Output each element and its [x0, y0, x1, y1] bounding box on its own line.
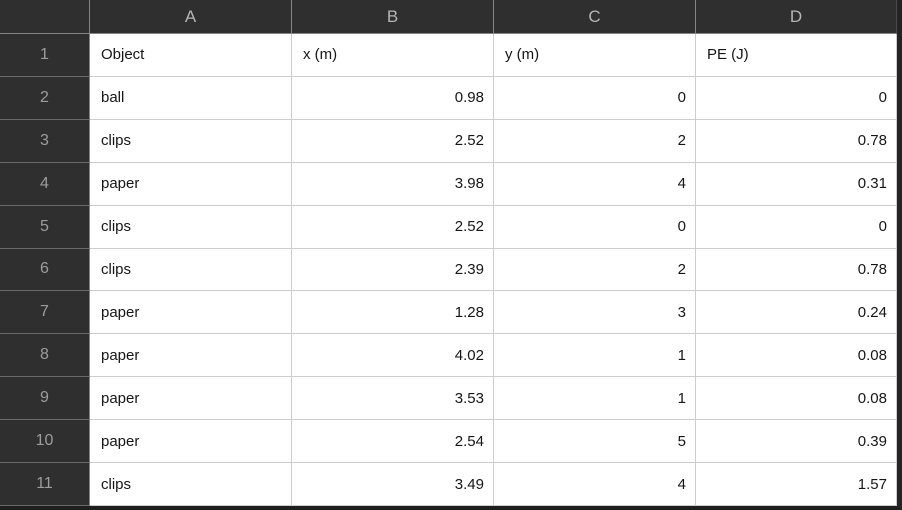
row-header-11[interactable]: 11: [0, 463, 90, 506]
column-header-A[interactable]: A: [90, 0, 292, 34]
cell-C5[interactable]: 0: [494, 205, 696, 249]
cell-B6[interactable]: 2.39: [292, 248, 494, 292]
cell-A4[interactable]: paper: [90, 162, 292, 206]
cell-A11[interactable]: clips: [90, 463, 292, 506]
cell-B11[interactable]: 3.49: [292, 463, 494, 506]
cell-D10[interactable]: 0.39: [696, 420, 897, 464]
column-header-C[interactable]: C: [494, 0, 696, 34]
row-header-9[interactable]: 9: [0, 377, 90, 421]
cell-B3[interactable]: 2.52: [292, 119, 494, 163]
row-header-3[interactable]: 3: [0, 119, 90, 163]
cell-B1[interactable]: x (m): [292, 34, 494, 77]
cell-A5[interactable]: clips: [90, 205, 292, 249]
cell-C1[interactable]: y (m): [494, 34, 696, 77]
cell-B4[interactable]: 3.98: [292, 162, 494, 206]
cell-C11[interactable]: 4: [494, 463, 696, 506]
cell-D2[interactable]: 0: [696, 76, 897, 120]
row-header-2[interactable]: 2: [0, 76, 90, 120]
cell-C7[interactable]: 3: [494, 291, 696, 335]
cell-D3[interactable]: 0.78: [696, 119, 897, 163]
cell-B8[interactable]: 4.02: [292, 334, 494, 378]
cell-D4[interactable]: 0.31: [696, 162, 897, 206]
cell-A2[interactable]: ball: [90, 76, 292, 120]
cell-C3[interactable]: 2: [494, 119, 696, 163]
cell-C6[interactable]: 2: [494, 248, 696, 292]
cell-D5[interactable]: 0: [696, 205, 897, 249]
cell-C2[interactable]: 0: [494, 76, 696, 120]
cell-B2[interactable]: 0.98: [292, 76, 494, 120]
cell-A9[interactable]: paper: [90, 377, 292, 421]
row-header-1[interactable]: 1: [0, 34, 90, 77]
cell-D8[interactable]: 0.08: [696, 334, 897, 378]
row-header-10[interactable]: 10: [0, 420, 90, 464]
cell-A6[interactable]: clips: [90, 248, 292, 292]
row-header-8[interactable]: 8: [0, 334, 90, 378]
column-header-D[interactable]: D: [696, 0, 897, 34]
cell-A7[interactable]: paper: [90, 291, 292, 335]
cell-D7[interactable]: 0.24: [696, 291, 897, 335]
cell-B10[interactable]: 2.54: [292, 420, 494, 464]
select-all-corner[interactable]: [0, 0, 90, 34]
row-header-4[interactable]: 4: [0, 162, 90, 206]
cell-A8[interactable]: paper: [90, 334, 292, 378]
cell-A3[interactable]: clips: [90, 119, 292, 163]
cell-C4[interactable]: 4: [494, 162, 696, 206]
cell-B9[interactable]: 3.53: [292, 377, 494, 421]
row-header-7[interactable]: 7: [0, 291, 90, 335]
row-header-6[interactable]: 6: [0, 248, 90, 292]
cell-D9[interactable]: 0.08: [696, 377, 897, 421]
column-header-B[interactable]: B: [292, 0, 494, 34]
cell-C10[interactable]: 5: [494, 420, 696, 464]
cell-C9[interactable]: 1: [494, 377, 696, 421]
cell-D1[interactable]: PE (J): [696, 34, 897, 77]
cell-C8[interactable]: 1: [494, 334, 696, 378]
cell-A1[interactable]: Object: [90, 34, 292, 77]
row-header-5[interactable]: 5: [0, 205, 90, 249]
cell-B5[interactable]: 2.52: [292, 205, 494, 249]
cell-D11[interactable]: 1.57: [696, 463, 897, 506]
cell-B7[interactable]: 1.28: [292, 291, 494, 335]
cell-D6[interactable]: 0.78: [696, 248, 897, 292]
cell-A10[interactable]: paper: [90, 420, 292, 464]
